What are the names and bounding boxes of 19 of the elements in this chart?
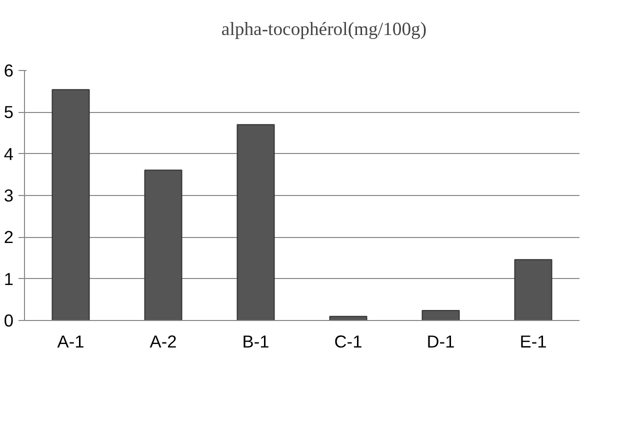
y-tick-label: 3 [4,186,14,206]
y-tick-label: 2 [4,227,14,248]
bar [144,170,182,320]
text: alpha-tocophérol(mg/100g) [221,19,427,41]
y-tick-label: 6 [4,60,14,80]
bar [52,89,90,320]
x-tick-label: C-1 [334,332,362,352]
bar [422,310,460,320]
bar [514,259,552,320]
y-tick-label: 5 [4,102,14,122]
x-tick-label: A-2 [150,332,177,352]
x-tick-label: D-1 [426,332,455,352]
x-tick-label: B-1 [242,332,270,352]
y-tick-label: 1 [4,268,14,289]
bar [236,124,275,320]
x-tick-label: E-1 [520,332,547,352]
y-tick-label: 0 [4,310,14,330]
y-tick-label: 4 [4,144,14,164]
x-tick-label: A-1 [57,332,84,352]
